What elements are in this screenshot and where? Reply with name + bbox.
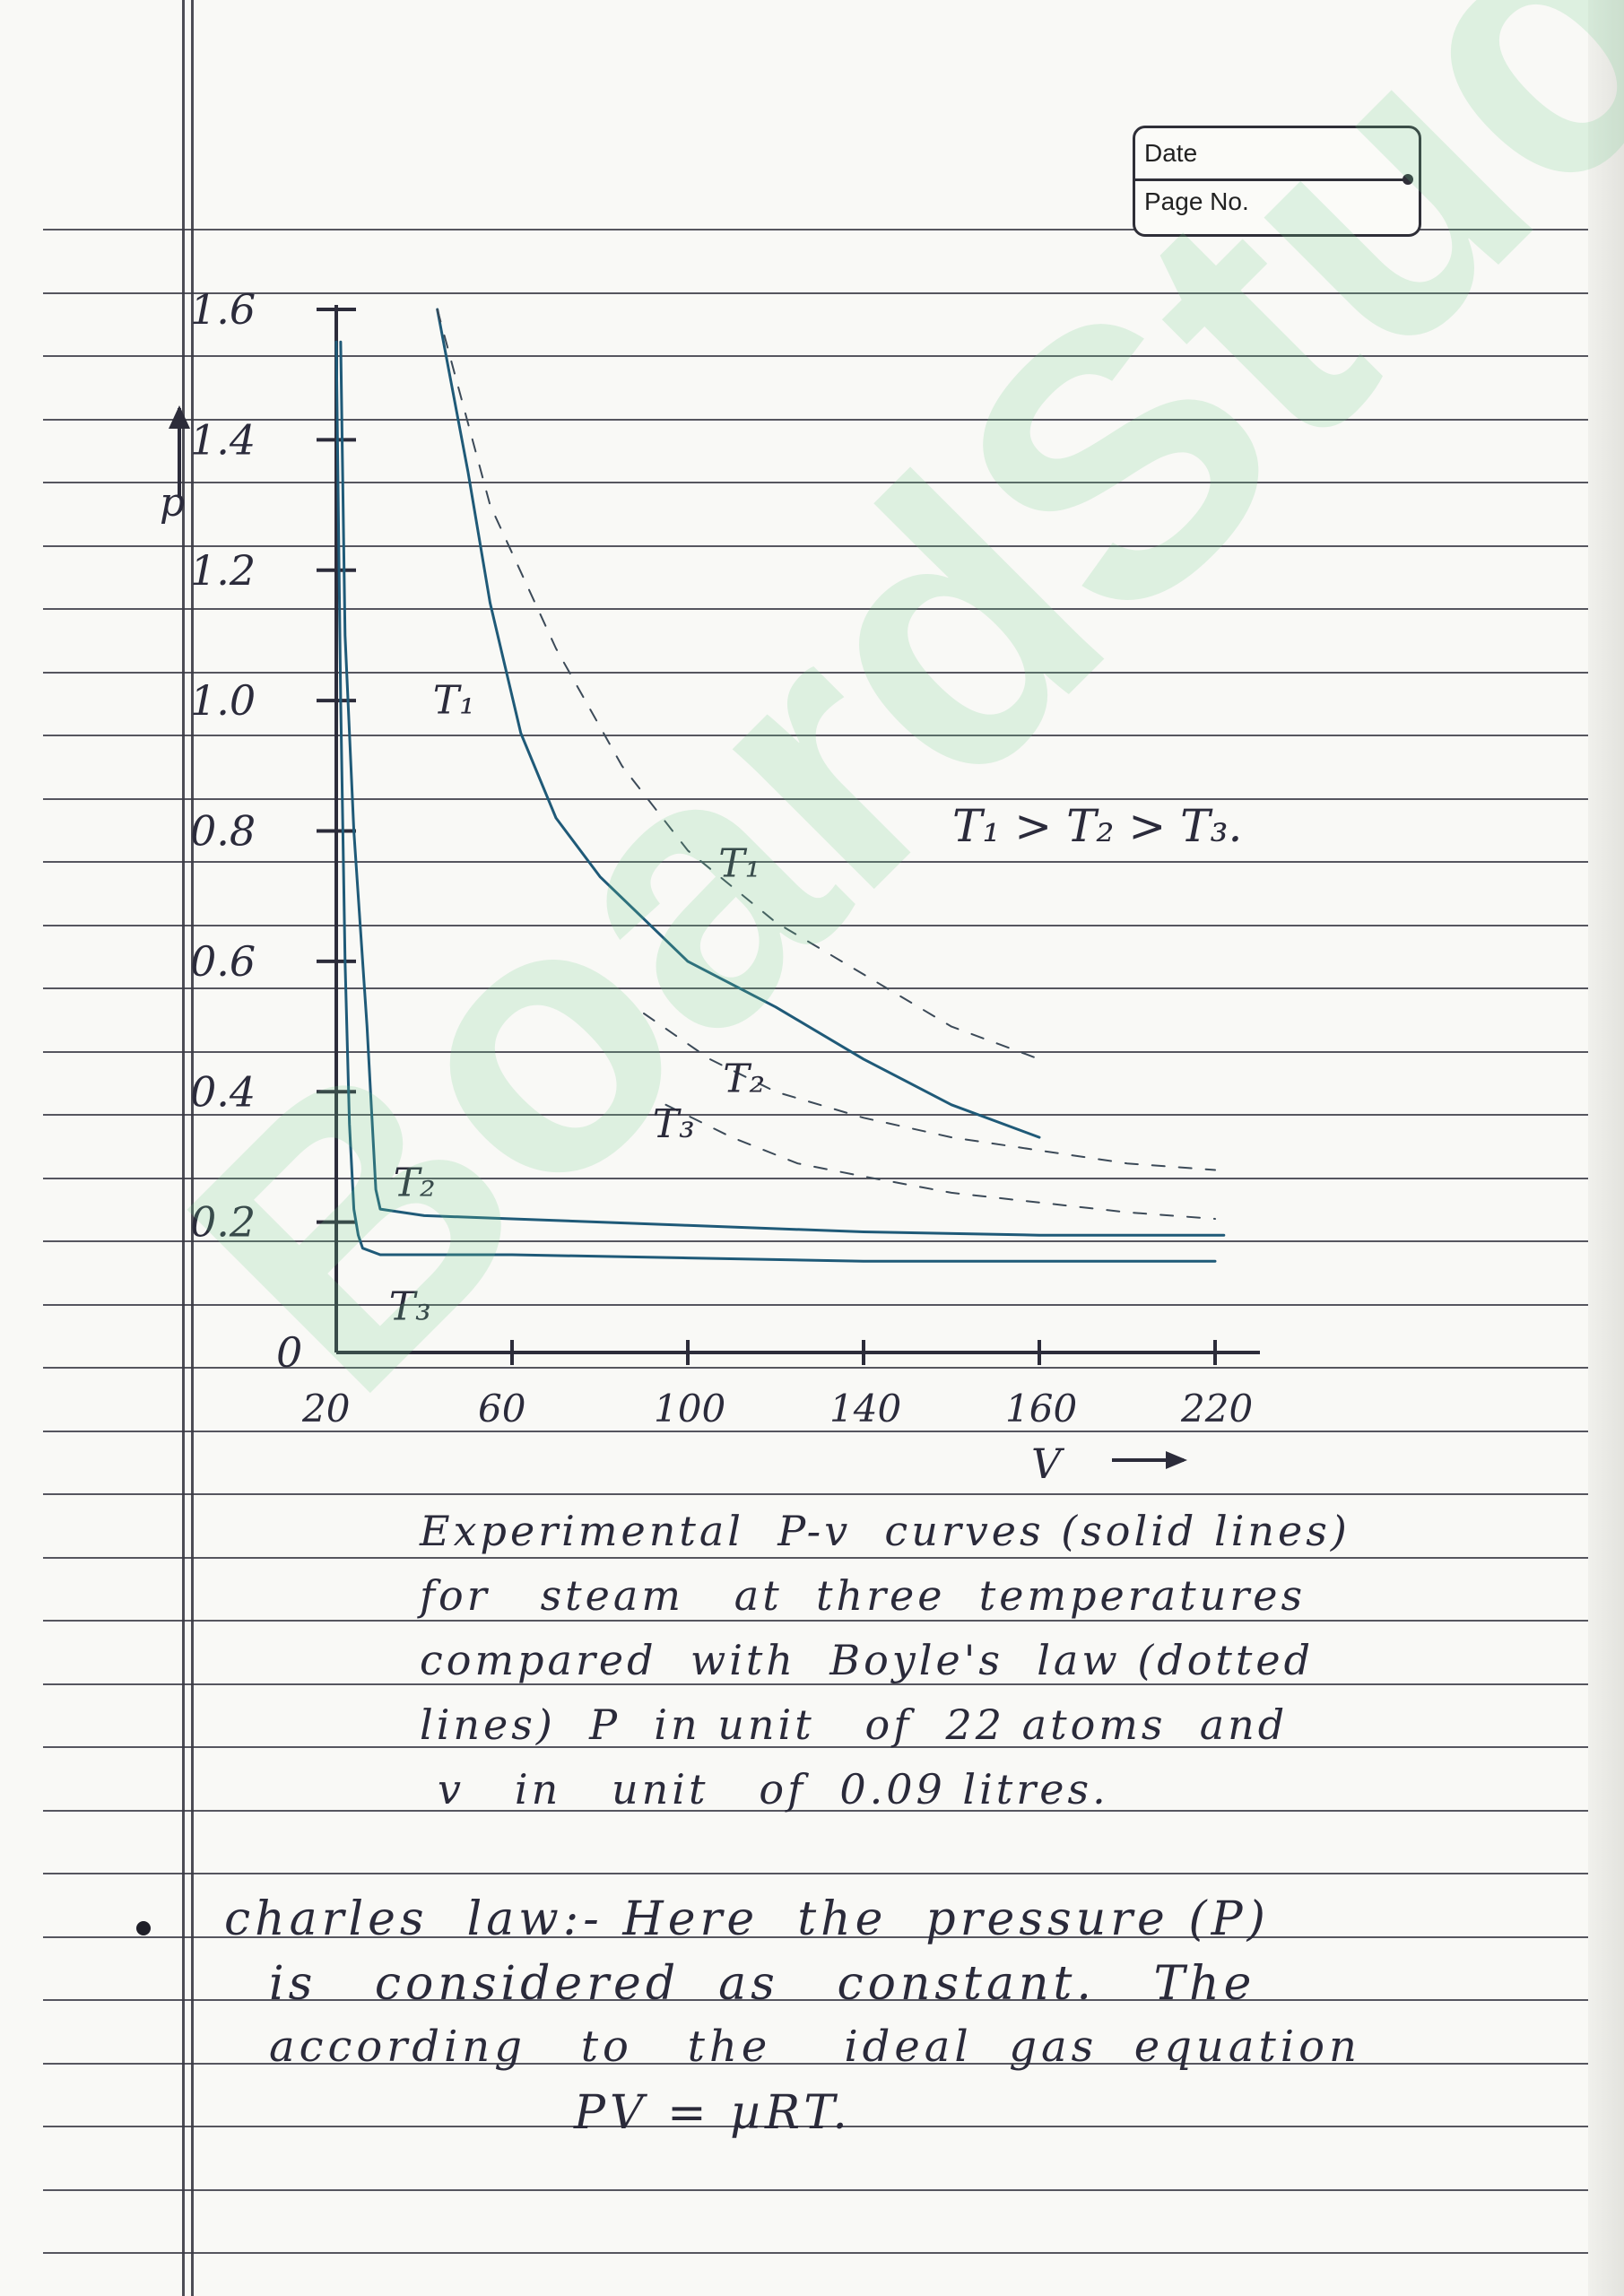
y-tick-label: 0.8: [190, 807, 256, 856]
y-tick-label: 1.0: [190, 676, 256, 725]
y-tick-label: 1.6: [190, 285, 256, 334]
y-tick-label: 0: [276, 1328, 302, 1377]
y-tick-label: 0.2: [190, 1198, 256, 1247]
caption-line: v in unit of 0.09 litres.: [438, 1765, 1109, 1813]
curve-label: T₃: [653, 1101, 695, 1147]
ruled-line: [43, 1936, 1588, 1938]
curve-label: T₁: [718, 840, 760, 886]
solid-curve-T₁: [436, 308, 1041, 1139]
chart-ticks: 1.6 1.4 1.2 1.0 0.8 0.6 0.4 0.2 0 20 60 100 140 160 22…: [190, 285, 1253, 1431]
ruled-line: [43, 419, 1588, 421]
ruled-line: [43, 1746, 1588, 1748]
chart-series: [334, 308, 1226, 1263]
y-tick-label: 0.6: [190, 937, 256, 986]
x-axis-arrowhead: [1166, 1451, 1187, 1469]
curve-label: T₂: [723, 1056, 765, 1101]
curve-label: T₃: [389, 1284, 431, 1330]
y-tick-label: 1.2: [190, 546, 256, 595]
ruled-line: [43, 925, 1588, 926]
ruled-line: [43, 1810, 1588, 1812]
y-axis-arrowhead: [169, 405, 190, 429]
ruled-line: [43, 2189, 1588, 2191]
ruled-line: [43, 987, 1588, 989]
x-tick-label: 20: [301, 1387, 350, 1431]
y-tick-label: 1.4: [190, 415, 256, 464]
ruled-line: [43, 1557, 1588, 1559]
date-box-dot: [1403, 174, 1413, 185]
temperature-order-annotation: T₁ > T₂ > T₃.: [952, 800, 1242, 852]
ruled-line: [43, 608, 1588, 610]
ruled-line: [43, 1240, 1588, 1242]
chart-axes: [169, 305, 1260, 1469]
page-edge: [1588, 0, 1624, 2296]
left-margin-line-inner: [191, 0, 194, 2296]
pv-chart: 1.6 1.4 1.2 1.0 0.8 0.6 0.4 0.2 0 20 60 100 140 160 22…: [160, 285, 1260, 1488]
bullet-point: [136, 1921, 151, 1935]
x-tick-label: 60: [478, 1387, 525, 1431]
x-tick-label: 160: [1005, 1387, 1077, 1431]
ruled-line: [43, 1999, 1588, 2001]
notes-line: PV = µRT.: [574, 2086, 852, 2140]
curve-label: T₂: [394, 1161, 436, 1206]
ruled-line: [43, 861, 1588, 863]
solid-curve-T₃: [334, 340, 1217, 1263]
ruled-line: [43, 229, 1588, 230]
dotted-curve-T₃: [664, 1103, 1216, 1220]
chart-labels: p V T₁ T₁ T₂ T₃ T₂ T₃ T₁ > T₂ > T₃.: [160, 480, 1242, 1488]
date-page-box: Date Page No.: [1133, 126, 1421, 237]
left-margin-line: [182, 0, 185, 2296]
ruled-line: [43, 1114, 1588, 1116]
ruled-line: [43, 2063, 1588, 2065]
ruled-line: [43, 2126, 1588, 2127]
ruled-line: [43, 1367, 1588, 1369]
ruled-line: [43, 735, 1588, 736]
notes-line: according to the ideal gas equation: [269, 2022, 1361, 2072]
notes-line: is considered as constant. The: [269, 1957, 1256, 2011]
y-tick-label: 0.4: [190, 1067, 256, 1116]
ruled-line: [43, 355, 1588, 357]
ruled-line: [43, 292, 1588, 294]
page-number-label: Page No.: [1144, 187, 1249, 215]
ruled-line: [43, 482, 1588, 483]
solid-curve-T₂: [339, 340, 1226, 1237]
ruled-line: [43, 798, 1588, 800]
caption-line: lines) P in unit of 22 atoms and: [420, 1700, 1289, 1749]
ruled-line: [43, 672, 1588, 674]
ruled-line: [43, 1178, 1588, 1179]
ruled-line: [43, 1620, 1588, 1622]
caption-line: for steam at three temperatures: [420, 1571, 1307, 1620]
curve-label: T₁: [433, 678, 475, 724]
date-box-divider: [1135, 178, 1408, 181]
ruled-line: [43, 1431, 1588, 1432]
ruled-line: [43, 1493, 1588, 1495]
y-axis-label: p: [160, 480, 185, 526]
ruled-line: [43, 1304, 1588, 1306]
x-tick-label: 220: [1180, 1387, 1253, 1431]
ruled-line: [43, 1051, 1588, 1053]
x-tick-label: 100: [654, 1387, 725, 1431]
dotted-curve-T₂: [643, 1013, 1216, 1171]
caption-line: compared with Boyle's law (dotted: [420, 1636, 1315, 1684]
ruled-line: [43, 2252, 1588, 2254]
date-label: Date: [1144, 139, 1198, 167]
x-tick-label: 140: [829, 1387, 901, 1431]
ruled-line: [43, 1683, 1588, 1685]
dotted-curve-T₁: [436, 309, 1040, 1060]
ruled-line: [43, 545, 1588, 547]
caption-line: Experimental P-v curves (solid lines): [420, 1507, 1350, 1555]
x-axis-label: V: [1031, 1439, 1065, 1488]
notes-line: charles law:- Here the pressure (P): [224, 1892, 1270, 1946]
ruled-line: [43, 1873, 1588, 1874]
